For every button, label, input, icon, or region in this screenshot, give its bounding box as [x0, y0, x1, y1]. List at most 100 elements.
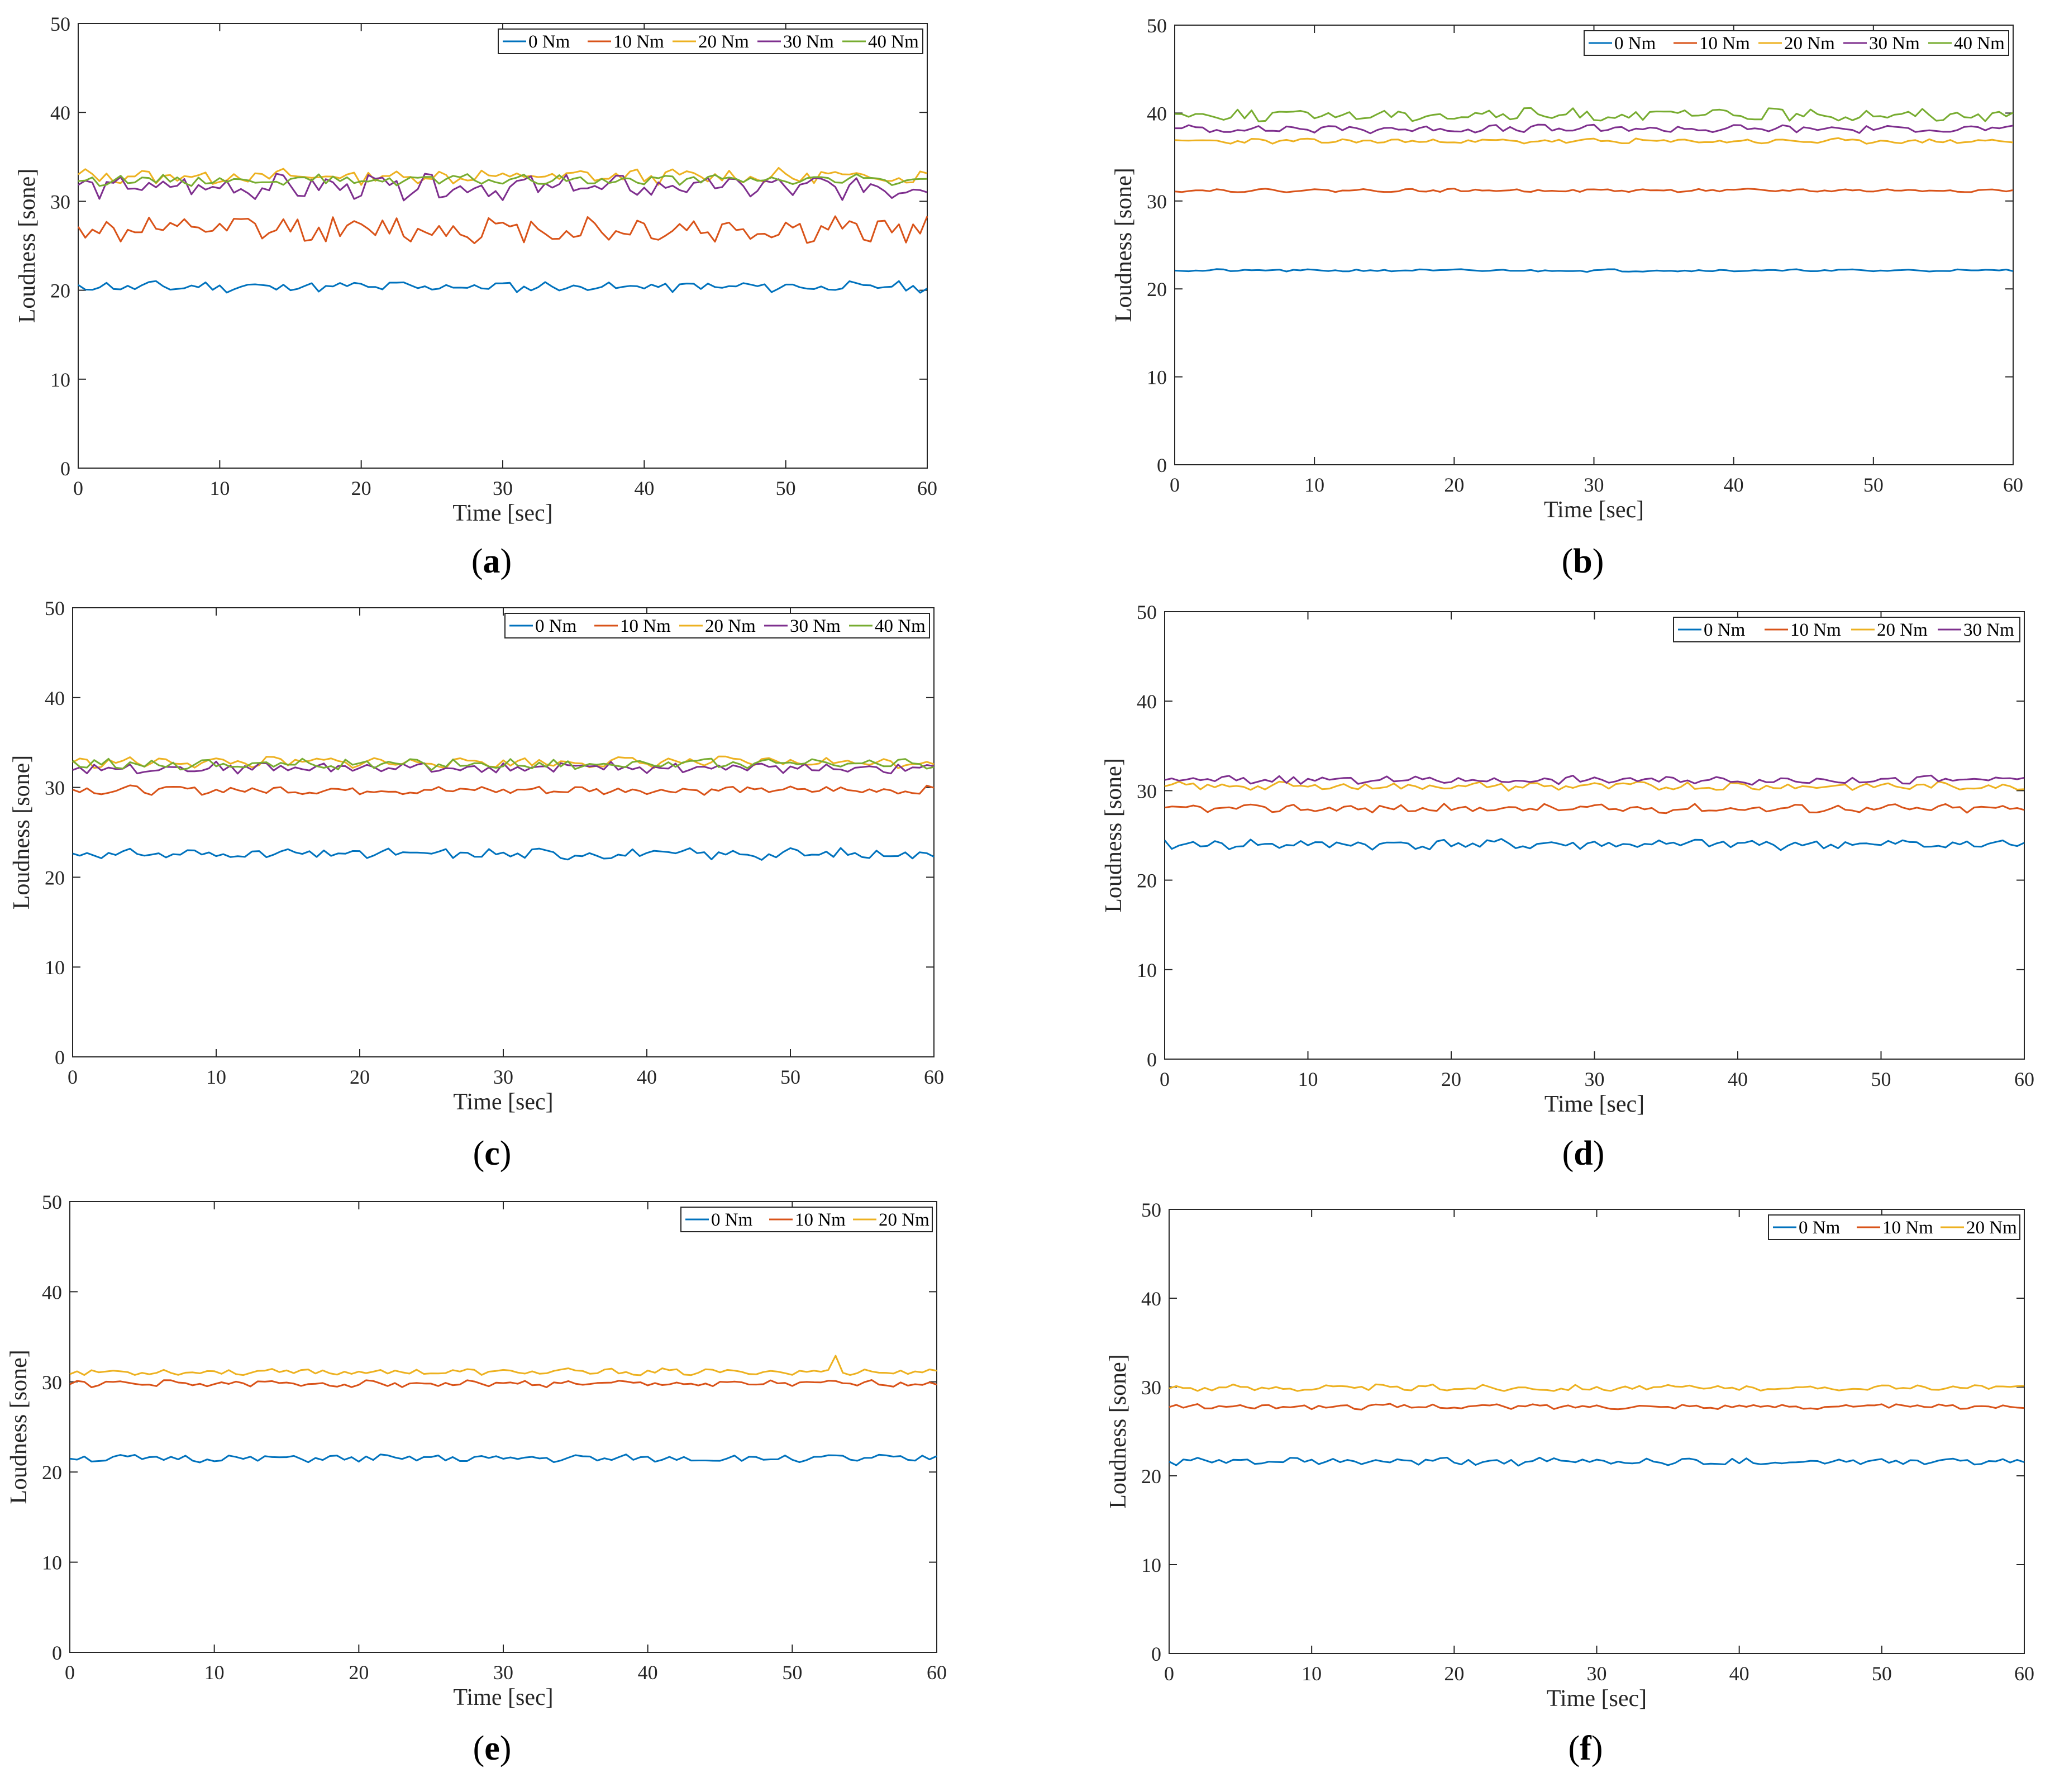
series-line-30-nm — [1175, 123, 2014, 135]
y-axis-label: Loudness [sone] — [1101, 758, 1127, 912]
y-tick-label: 20 — [50, 280, 70, 302]
x-tick-label: 60 — [2003, 474, 2023, 496]
panel-label: (f) — [1569, 1729, 1603, 1767]
y-tick-label: 50 — [50, 13, 70, 35]
chart-panel-e: 0 10 20 30 40 50 60 0 10 20 30 40 50 Time [sec] Loudne… — [6, 1191, 947, 1767]
legend: 0 Nm 10 Nm 20 Nm 30 Nm 40 Nm — [504, 613, 930, 638]
x-tick-label: 20 — [1444, 1662, 1464, 1685]
x-tick-label: 30 — [493, 1066, 513, 1088]
y-axis-label: Loudness [sone] — [1105, 1354, 1131, 1508]
panel-label: (a) — [471, 542, 512, 580]
series-line-20-nm — [1174, 137, 2014, 145]
legend-box — [1768, 1214, 2020, 1240]
axes-box — [78, 23, 928, 469]
legend-entry-label: 0 Nm — [1704, 620, 1746, 640]
series-line-20-nm — [1169, 1383, 2025, 1392]
series-line-0-nm — [69, 1453, 937, 1464]
x-axis-label: Time [sec] — [1544, 497, 1644, 523]
y-tick-label: 0 — [55, 1046, 65, 1069]
y-tick-label: 20 — [45, 866, 65, 889]
x-tick-label: 40 — [634, 477, 654, 499]
chart-panel-a: 0 10 20 30 40 50 60 0 10 20 30 40 50 Time [sec] Loudne… — [15, 13, 937, 580]
x-tick-label: 60 — [924, 1066, 944, 1088]
series-line-0-nm — [1164, 838, 2025, 851]
legend-entry-label: 30 Nm — [1869, 34, 1920, 54]
series-line-10-nm — [1174, 188, 2014, 193]
legend: 0 Nm 10 Nm 20 Nm — [680, 1207, 933, 1232]
series-line-40-nm — [72, 757, 935, 771]
y-tick-label: 10 — [1147, 366, 1167, 389]
x-tick-label: 30 — [493, 477, 513, 499]
x-tick-label: 40 — [1724, 474, 1744, 496]
x-axis-label: Time [sec] — [1547, 1686, 1647, 1712]
axes-box — [1169, 1209, 2025, 1654]
x-tick-label: 40 — [1729, 1662, 1749, 1685]
y-tick-label: 40 — [45, 687, 65, 709]
series-line-0-nm — [1169, 1456, 2025, 1467]
axes-box — [69, 1201, 937, 1653]
x-tick-label: 10 — [1298, 1068, 1318, 1090]
y-tick-label: 40 — [1147, 102, 1167, 125]
x-tick-label: 0 — [1164, 1662, 1174, 1685]
x-tick-label: 20 — [350, 1066, 370, 1088]
x-tick-label: 30 — [1587, 1662, 1607, 1685]
y-axis-label: Loudness [sone] — [1111, 168, 1137, 322]
x-tick-label: 20 — [349, 1661, 369, 1684]
y-tick-label: 20 — [1141, 1465, 1161, 1488]
legend-entry-label: 0 Nm — [528, 32, 570, 52]
x-tick-label: 10 — [206, 1066, 226, 1088]
x-tick-label: 40 — [1728, 1068, 1748, 1090]
chart-panel-b: 0 10 20 30 40 50 60 0 10 20 30 40 50 Time [sec] Loudne… — [1111, 15, 2023, 580]
x-tick-label: 50 — [776, 477, 796, 499]
y-tick-label: 40 — [50, 102, 70, 124]
legend: 0 Nm 10 Nm 20 Nm 30 Nm 40 Nm — [1584, 30, 2009, 56]
legend-entry-label: 10 Nm — [1790, 620, 1841, 640]
legend: 0 Nm 10 Nm 20 Nm — [1768, 1214, 2020, 1240]
axes-box — [1174, 25, 2014, 465]
y-tick-label: 0 — [1147, 1048, 1157, 1071]
legend-entry-label: 10 Nm — [613, 32, 664, 52]
y-tick-label: 10 — [45, 956, 65, 979]
series-line-30-nm — [1164, 774, 2025, 786]
x-tick-label: 50 — [1872, 1662, 1892, 1685]
y-tick-label: 50 — [1137, 601, 1157, 623]
series-line-10-nm — [69, 1379, 937, 1388]
series-line-10-nm — [1164, 803, 2025, 814]
y-tick-label: 50 — [1147, 15, 1167, 37]
legend-entry-label: 20 Nm — [698, 32, 749, 52]
legend-entry-label: 30 Nm — [790, 616, 841, 636]
legend-entry-label: 20 Nm — [879, 1210, 929, 1230]
y-tick-label: 50 — [1141, 1199, 1161, 1221]
x-tick-label: 0 — [73, 477, 83, 499]
y-tick-label: 20 — [1147, 278, 1167, 301]
x-axis-label: Time [sec] — [453, 1685, 553, 1710]
x-tick-label: 10 — [209, 477, 230, 499]
legend-entry-label: 0 Nm — [1799, 1218, 1841, 1238]
y-tick-label: 10 — [50, 369, 70, 391]
axes-box — [72, 607, 935, 1057]
series-line-30-nm — [72, 760, 935, 775]
y-tick-label: 30 — [1147, 190, 1167, 213]
y-tick-label: 20 — [1137, 870, 1157, 892]
chart-panel-d: 0 10 20 30 40 50 60 0 10 20 30 40 50 Time [sec] Loudne… — [1101, 601, 2034, 1173]
y-tick-label: 0 — [52, 1642, 62, 1664]
y-tick-label: 10 — [1137, 959, 1157, 981]
y-tick-label: 30 — [1137, 780, 1157, 802]
x-tick-label: 0 — [1170, 474, 1180, 496]
legend-entry-label: 10 Nm — [620, 616, 671, 636]
series-line-0-nm — [72, 847, 935, 861]
x-tick-label: 0 — [1160, 1068, 1170, 1090]
chart-panel-c: 0 10 20 30 40 50 60 0 10 20 30 40 50 Time [sec] Loudne… — [9, 597, 944, 1173]
legend-entry-label: 40 Nm — [875, 616, 926, 636]
panel-label: (e) — [473, 1729, 512, 1767]
legend-entry-label: 0 Nm — [1614, 34, 1656, 54]
legend-entry-label: 10 Nm — [795, 1210, 846, 1230]
legend-entry-label: 20 Nm — [1877, 620, 1928, 640]
legend-entry-label: 20 Nm — [705, 616, 756, 636]
series-line-10-nm — [1169, 1403, 2025, 1410]
legend-entry-label: 10 Nm — [1699, 34, 1750, 54]
legend-entry-label: 40 Nm — [868, 32, 919, 52]
x-tick-label: 60 — [927, 1661, 947, 1684]
series-line-20-nm — [78, 167, 928, 186]
x-tick-label: 30 — [1585, 1068, 1605, 1090]
